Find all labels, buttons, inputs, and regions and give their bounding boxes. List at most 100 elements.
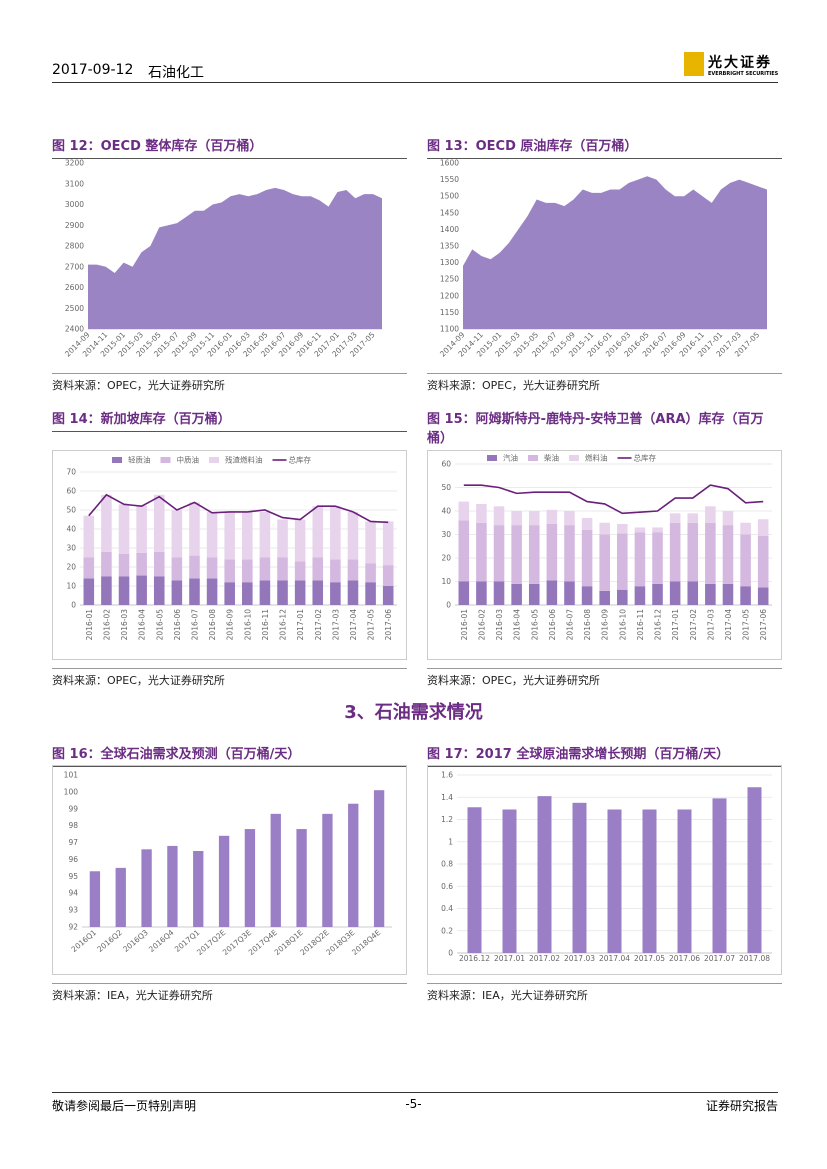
legend-swatch (209, 457, 219, 463)
y-tick-label: 30 (66, 544, 76, 553)
y-tick-label: 20 (66, 563, 76, 572)
bar-segment (458, 501, 470, 521)
bar-segment (669, 581, 681, 605)
bar-segment (581, 529, 593, 587)
y-tick-label: 99 (68, 804, 78, 813)
figure-source: 资料来源：OPEC，光大证券研究所 (52, 373, 407, 393)
bar-segment (259, 511, 271, 558)
x-tick-label: 2018Q4E (350, 928, 382, 957)
bar-segment (652, 532, 663, 584)
x-tick-label: 2016-03 (495, 609, 504, 641)
bar-segment (564, 525, 575, 582)
bar-segment (581, 586, 593, 605)
bar (348, 803, 359, 927)
bar-segment (347, 580, 359, 605)
bar-segment (347, 559, 359, 581)
bar-segment (528, 511, 540, 526)
x-tick-label: 2016-08 (208, 609, 217, 641)
bar-segment (546, 580, 558, 605)
bar-segment (634, 527, 646, 533)
bar (502, 809, 517, 953)
bar-segment (347, 511, 359, 560)
x-tick-label: 2017-05 (367, 609, 376, 641)
bar-segment (476, 503, 487, 523)
x-tick-label: 2017-04 (349, 609, 358, 641)
legend-swatch (487, 455, 497, 461)
x-tick-label: 2016-06 (173, 609, 182, 641)
y-tick-label: 1300 (440, 258, 459, 267)
bar-segment (687, 581, 699, 605)
y-tick-label: 101 (64, 771, 79, 780)
bar-segment (330, 506, 341, 560)
bar-segment (458, 581, 470, 605)
x-tick-label: 2017-02 (689, 609, 698, 641)
y-tick-label: 2900 (65, 221, 84, 230)
y-tick-label: 40 (441, 507, 451, 516)
bar (167, 845, 178, 927)
bar-segment (528, 583, 540, 605)
y-tick-label: 1500 (440, 192, 459, 201)
x-tick-label: 2016-05 (530, 609, 539, 641)
x-tick-label: 2016-09 (601, 609, 610, 641)
chart: 0 0.2 0.4 0.6 0.8 1 1.2 1.4 1.6 2016.12 2017.01 201… (427, 765, 782, 975)
bar-segment (365, 563, 376, 583)
bar-segment (83, 557, 95, 579)
y-tick-label: 0.2 (441, 926, 453, 935)
footer-rule (52, 1092, 778, 1093)
y-tick-label: 2700 (65, 262, 84, 271)
y-tick-label: 50 (66, 506, 76, 515)
x-tick-label: 2016-09 (226, 609, 235, 641)
bar-segment (599, 590, 610, 605)
bar-segment (705, 506, 716, 523)
bar-segment (259, 580, 271, 605)
footer-right: 证券研究报告 (705, 1099, 778, 1113)
header-sector: 石油化工 (148, 65, 204, 81)
y-tick-label: 3100 (65, 179, 84, 188)
figure-source: 资料来源：OPEC，光大证券研究所 (427, 373, 782, 393)
bar-segment (242, 511, 253, 560)
legend-swatch (528, 455, 538, 461)
bar (712, 798, 727, 953)
bar-segment (206, 511, 218, 558)
y-tick-label: 2400 (65, 325, 84, 334)
bar (296, 829, 307, 927)
bar-segment (118, 553, 130, 577)
bar-segment (581, 518, 593, 530)
logo-cn: 光大证券 (708, 55, 772, 71)
y-tick-label: 3200 (65, 159, 84, 168)
bar-segment (458, 520, 470, 582)
bar-segment (617, 533, 628, 590)
bar (607, 809, 622, 953)
bar-segment (599, 522, 610, 535)
figure-title: 图 15：阿姆斯特丹-鹿特丹-安特卫普（ARA）库存（百万桶） (427, 410, 782, 451)
bar (141, 849, 152, 927)
y-tick-label: 60 (66, 487, 76, 496)
bar-segment (740, 586, 751, 605)
bar-segment (634, 532, 646, 587)
bar (747, 787, 762, 953)
footer-left: 敬请参阅最后一页特别声明 (52, 1099, 197, 1113)
bar-segment (206, 578, 218, 605)
chart-frame (52, 765, 407, 975)
bar-segment (476, 581, 487, 605)
bar-segment (277, 519, 288, 558)
bar-segment (259, 557, 271, 581)
x-tick-label: 2016-11 (636, 609, 645, 641)
total-line (463, 484, 764, 515)
x-tick-label: 2017.07 (704, 954, 735, 963)
x-tick-label: 2017-04 (724, 609, 733, 641)
x-tick-label: 2016-01 (85, 609, 94, 641)
x-tick-label: 2017-02 (314, 609, 323, 641)
y-tick-label: 2500 (65, 304, 84, 313)
x-tick-label: 2016-03 (120, 609, 129, 641)
bar-segment (546, 509, 558, 524)
bar-segment (705, 522, 716, 584)
x-tick-label: 2017-05 (742, 609, 751, 641)
x-tick-label: 2017.06 (669, 954, 700, 963)
chart: 1100 1150 1200 1250 1300 1350 1400 1450 1500 1550… (438, 159, 767, 359)
bar-segment (652, 527, 663, 533)
y-tick-label: 1550 (440, 175, 459, 184)
figure-source: 资料来源：IEA，光大证券研究所 (427, 983, 782, 1003)
bar (193, 851, 204, 927)
bar-segment (493, 581, 505, 605)
